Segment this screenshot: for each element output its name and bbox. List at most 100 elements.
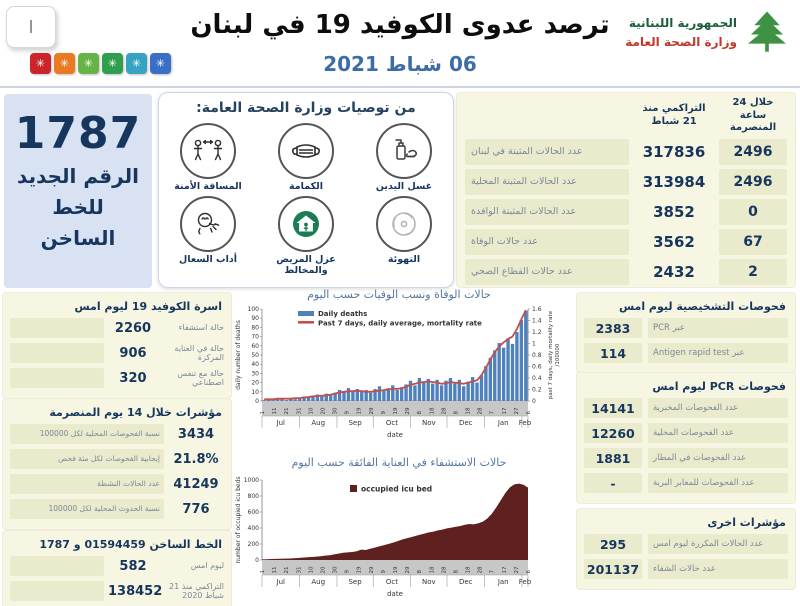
svg-text:Jul: Jul	[276, 578, 286, 586]
table-row: عدد الحالات المثبتة في لبنان 317836 2496	[465, 138, 787, 165]
svg-text:10: 10	[308, 566, 314, 573]
header-divider	[0, 86, 800, 88]
deaths-chart: حالات الوفاة ونسب الوفيات حسب اليوم 0 10 2…	[232, 288, 566, 456]
svg-text:28: 28	[478, 407, 484, 414]
main-stats-table: التراكمي منذ 21 شباط خلال 24 ساعة المنصرم…	[456, 92, 796, 288]
recommendations-grid: غسل اليدين الكمامة المسافة الأمنة التهوئة عز…	[159, 119, 453, 276]
table-row: عدد حالات القطاع الصحي 2432 2	[465, 258, 787, 285]
svg-text:1000: 1000	[244, 477, 259, 484]
recommendation-item: التهوئة	[355, 196, 453, 276]
svg-text:20: 20	[320, 407, 326, 414]
safe-distance-icon	[180, 123, 236, 179]
recommendation-item: الكمامة	[257, 123, 355, 192]
svg-text:90: 90	[251, 315, 259, 322]
stat-cumulative-value: 3562	[653, 232, 695, 251]
svg-text:200: 200	[248, 541, 260, 548]
svg-text:1.4: 1.4	[532, 318, 542, 325]
page-title: ترصد عدوى الكوفيد 19 في لبنان	[190, 10, 610, 40]
recommendation-item: غسل اليدين	[355, 123, 453, 192]
virus-icon: ✳	[126, 53, 147, 74]
stat-row: 114 عبر Antigen rapid test	[584, 343, 788, 363]
stat-label: عدد الحالات المثبتة في لبنان	[465, 138, 629, 165]
logo-republic-line: الجمهورية اللبنانية	[628, 16, 737, 31]
stat-row: نسبة الحدوث المحلية لكل 100000 776	[10, 499, 224, 519]
svg-text:8: 8	[417, 411, 423, 415]
svg-text:7: 7	[490, 570, 496, 574]
table-row: عدد حالات الوفاة 3562 67	[465, 228, 787, 255]
svg-text:27: 27	[514, 566, 520, 573]
column-header-cumulative: التراكمي منذ 21 شباط	[642, 103, 706, 127]
virus-icon: ✳	[150, 53, 171, 74]
stat-value: 12260	[584, 423, 642, 443]
svg-text:Sep: Sep	[348, 419, 362, 427]
stat-label: إيجابية الفحوصات لكل مئة فحص	[10, 449, 164, 469]
recommendations-panel: من توصيات وزارة الصحة العامة: غسل اليدين…	[158, 92, 454, 288]
hotline-label: الرقم الجديد للخط الساخن	[17, 164, 139, 250]
svg-text:80: 80	[251, 324, 259, 331]
svg-text:600: 600	[248, 509, 260, 516]
svg-text:60: 60	[251, 343, 259, 350]
column-header-24h: خلال 24 ساعة المنصرمة	[729, 97, 777, 133]
svg-text:1.2: 1.2	[532, 329, 542, 336]
recommendation-label: المسافة الأمنة	[174, 181, 242, 192]
stat-value: 2260	[114, 320, 152, 336]
svg-text:40: 40	[251, 361, 259, 368]
stat-bar	[10, 556, 104, 576]
stat-row: 582 ليوم امس	[10, 556, 224, 576]
svg-text:31: 31	[296, 567, 302, 574]
right-stat-section: فحوصات التشخيصية ليوم امس 2383 عبر PCR 114 ع…	[576, 292, 796, 374]
stat-cumulative-value: 3852	[653, 202, 695, 221]
svg-text:17: 17	[502, 407, 508, 414]
stat-row: نسبة الفحوصات المحلية لكل 100000 3434	[10, 424, 224, 444]
stat-value: 21.8%	[173, 451, 219, 467]
svg-text:21: 21	[284, 408, 290, 415]
stat-cumulative-value: 317836	[642, 142, 706, 161]
virus-icon: ✳	[54, 53, 75, 74]
stat-value: -	[584, 473, 642, 493]
svg-text:Jul: Jul	[276, 419, 286, 427]
svg-text:Sep: Sep	[348, 578, 362, 586]
cough-etiquette-icon	[180, 196, 236, 253]
stat-value: 582	[119, 558, 147, 574]
svg-text:Daily deaths: Daily deaths	[318, 310, 367, 318]
svg-text:29: 29	[369, 407, 375, 414]
cedar-tree-icon	[744, 8, 790, 58]
section-title: اسرة الكوفيد 19 ليوم امس	[74, 300, 222, 313]
ventilation-icon	[376, 196, 432, 253]
svg-text:1: 1	[260, 411, 266, 415]
svg-text:11: 11	[272, 408, 278, 415]
section-title: مؤشرات خلال 14 يوم المنصرمة	[49, 406, 222, 419]
svg-text:0: 0	[255, 557, 259, 564]
svg-text:date: date	[387, 431, 403, 439]
svg-text:occupied icu bed: occupied icu bed	[361, 485, 432, 494]
page-indicator: I	[6, 6, 56, 48]
stat-label: عدد الفحوصات للمعابر البرية	[648, 473, 788, 493]
svg-text:29: 29	[405, 407, 411, 414]
hand-washing-icon	[376, 123, 432, 179]
recommendation-label: غسل اليدين	[375, 181, 433, 192]
svg-text:Dec: Dec	[459, 419, 473, 427]
svg-text:400: 400	[248, 525, 260, 532]
virus-icon: ✳	[78, 53, 99, 74]
svg-text:21: 21	[284, 567, 290, 574]
stat-bar	[10, 368, 104, 388]
stat-24h-value: 0	[719, 198, 787, 225]
recommendations-title: من توصيات وزارة الصحة العامة:	[196, 100, 416, 116]
svg-text:8: 8	[453, 411, 459, 415]
svg-text:Dec: Dec	[459, 578, 473, 586]
stat-row: 1881 عدد الفحوصات في المطار	[584, 448, 788, 468]
section-title: فحوصات التشخيصية ليوم امس	[618, 300, 786, 313]
stat-row: 906 حالة في العناية المركزة	[10, 343, 224, 363]
svg-text:19: 19	[393, 566, 399, 573]
table-row: عدد الحالات المثبتة الوافدة 3852 0	[465, 198, 787, 225]
svg-text:/100000: /100000	[555, 343, 561, 366]
stat-label: عدد حالات القطاع الصحي	[465, 258, 629, 285]
stat-label: نسبة الحدوث المحلية لكل 100000	[10, 499, 164, 519]
svg-text:70: 70	[251, 334, 259, 341]
stat-row: 201137 عدد حالات الشفاء	[584, 559, 788, 579]
stat-cumulative-value: 313984	[642, 172, 706, 191]
svg-text:31: 31	[296, 408, 302, 415]
left-stat-section: مؤشرات خلال 14 يوم المنصرمة نسبة الفحوصات…	[2, 398, 232, 530]
stat-value: 2383	[584, 318, 642, 338]
table-row: عدد الحالات المثبتة المحلية 313984 2496	[465, 168, 787, 195]
